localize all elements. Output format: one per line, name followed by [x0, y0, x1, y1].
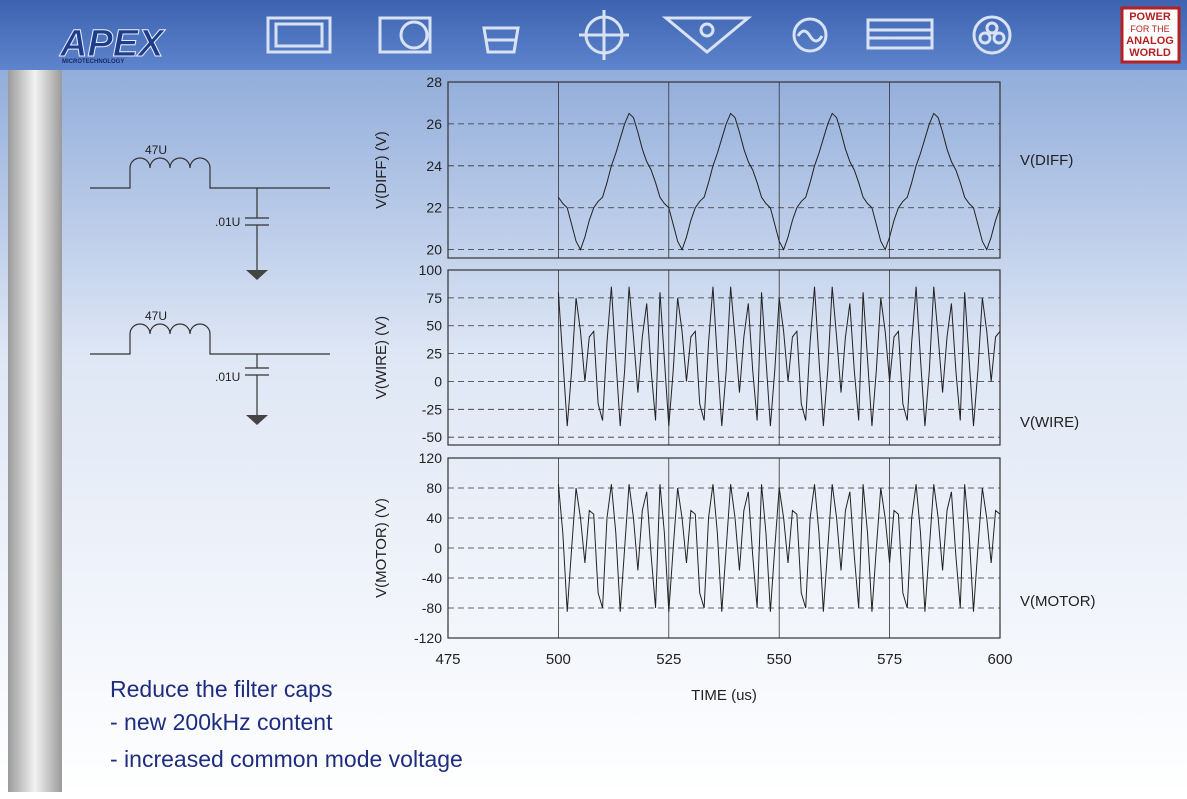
y-tick-label: 80 [426, 480, 442, 496]
header-icons [266, 10, 1012, 60]
series-line [557, 484, 1001, 612]
y-axis-label: V(DIFF) (V) [373, 131, 390, 208]
x-tick-label: 475 [435, 651, 460, 668]
note: Reduce the filter caps [110, 676, 332, 702]
ground-1 [246, 270, 268, 280]
y-tick-label: 75 [426, 290, 442, 306]
x-tick-label: 525 [656, 651, 681, 668]
badge [1120, 6, 1181, 64]
y-tick-label: -120 [414, 630, 442, 646]
y-tick-label: 24 [426, 158, 442, 174]
y-tick-label: 20 [426, 242, 442, 258]
y-tick-label: 25 [426, 346, 442, 362]
circuit-1 [90, 157, 330, 270]
legend-label: V(DIFF) [1020, 152, 1073, 169]
y-tick-label: 28 [426, 74, 442, 90]
y-tick-label: -80 [422, 600, 442, 616]
y-tick-label: 26 [426, 116, 442, 132]
x-tick-label: 600 [987, 651, 1012, 668]
x-tick-label: 550 [767, 651, 792, 668]
series-line [557, 286, 1001, 427]
y-axis-label: V(MOTOR) (V) [373, 498, 390, 598]
x-axis-label: TIME (us) [691, 687, 757, 704]
x-tick-label: 575 [877, 651, 902, 668]
y-tick-label: -40 [422, 570, 442, 586]
logo-subtitle: MICROTECHNOLOGY [62, 59, 124, 65]
logo: APEX [59, 23, 166, 65]
badge-line: ANALOG [1126, 35, 1174, 47]
badge-line: POWER [1129, 11, 1171, 23]
circuit-label: .01U [215, 215, 240, 229]
badge-line: FOR THE [1130, 24, 1169, 34]
ground-2 [246, 415, 268, 425]
circuit-label: .01U [215, 370, 240, 384]
badge-line: WORLD [1129, 47, 1171, 59]
y-tick-label: 120 [419, 450, 443, 466]
circuit-label: 47U [145, 309, 167, 323]
note: - new 200kHz content [110, 709, 333, 735]
y-tick-label: 0 [434, 373, 442, 389]
side-bar [8, 70, 62, 792]
circuit-label: 47U [145, 143, 167, 157]
y-axis-label: V(WIRE) (V) [373, 316, 390, 399]
note: - increased common mode voltage [110, 746, 463, 772]
legend-label: V(MOTOR) [1020, 593, 1096, 610]
y-tick-label: -25 [422, 401, 442, 417]
y-tick-label: 22 [426, 200, 442, 216]
series-line [557, 112, 1001, 251]
y-tick-label: 0 [434, 540, 442, 556]
y-tick-label: 40 [426, 510, 442, 526]
y-tick-label: -50 [422, 429, 442, 445]
y-tick-label: 50 [426, 318, 442, 334]
x-tick-label: 500 [546, 651, 571, 668]
y-tick-label: 100 [419, 262, 443, 278]
circuit-2 [90, 323, 330, 415]
legend-label: V(WIRE) [1020, 414, 1079, 431]
